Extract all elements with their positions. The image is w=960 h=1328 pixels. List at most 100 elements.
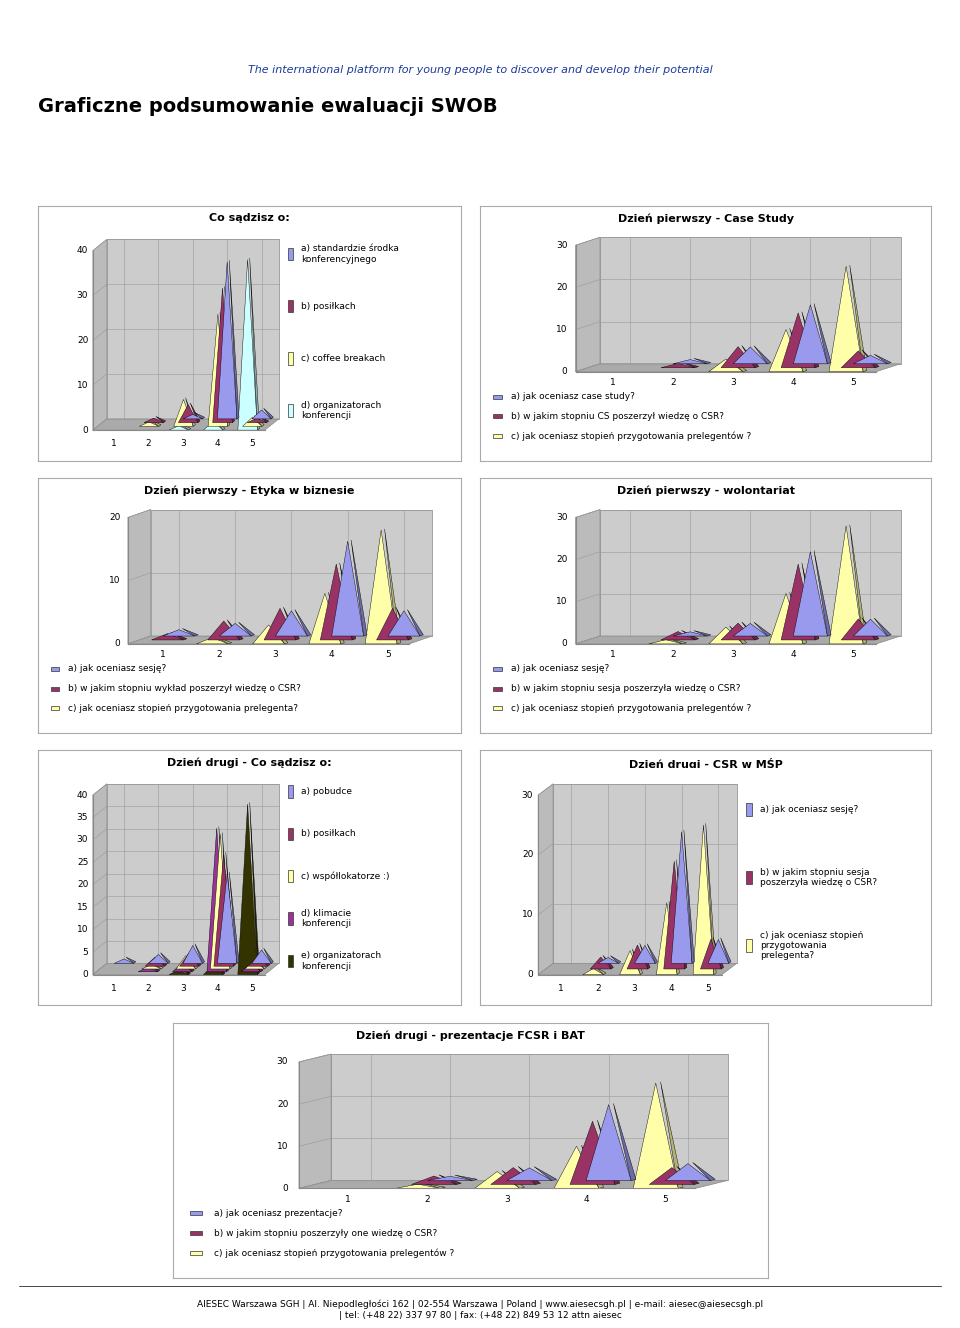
Bar — [493, 687, 502, 691]
Polygon shape — [169, 426, 188, 430]
Text: 1: 1 — [611, 651, 616, 659]
Polygon shape — [388, 611, 420, 636]
Polygon shape — [576, 238, 600, 372]
Text: 30: 30 — [556, 513, 567, 522]
Text: Dzień pierwszy - wolontariat: Dzień pierwszy - wolontariat — [616, 486, 795, 497]
Polygon shape — [673, 632, 708, 636]
Polygon shape — [611, 956, 621, 963]
Text: a) pobudce: a) pobudce — [300, 788, 352, 795]
Text: 30: 30 — [521, 790, 533, 799]
Text: 2: 2 — [595, 984, 601, 992]
Text: a) jak oceniasz case study?: a) jak oceniasz case study? — [511, 392, 635, 401]
Polygon shape — [238, 803, 257, 975]
Polygon shape — [139, 422, 158, 426]
Text: Graficzne podsumowanie ewaluacji SWOB: Graficzne podsumowanie ewaluacji SWOB — [38, 97, 498, 116]
Polygon shape — [862, 349, 879, 368]
Polygon shape — [694, 631, 710, 636]
Polygon shape — [252, 625, 284, 644]
Text: 40: 40 — [77, 246, 88, 255]
Polygon shape — [613, 1104, 636, 1181]
Polygon shape — [660, 632, 695, 640]
Text: e) organizatorach
konferencji: e) organizatorach konferencji — [300, 951, 381, 971]
Polygon shape — [182, 628, 199, 636]
Polygon shape — [215, 964, 225, 975]
Text: Dzień pierwszy - Case Study: Dzień pierwszy - Case Study — [617, 214, 794, 224]
Text: 35: 35 — [77, 813, 88, 822]
Polygon shape — [619, 951, 640, 975]
Polygon shape — [701, 939, 721, 969]
Text: 0: 0 — [83, 969, 88, 979]
Polygon shape — [243, 417, 262, 426]
Polygon shape — [730, 625, 747, 644]
Polygon shape — [249, 957, 268, 967]
Text: 5: 5 — [851, 378, 856, 386]
Bar — [288, 352, 293, 365]
Polygon shape — [107, 239, 278, 418]
Polygon shape — [260, 956, 270, 967]
Polygon shape — [321, 564, 352, 640]
Polygon shape — [188, 954, 198, 969]
Text: 20: 20 — [77, 880, 88, 890]
Polygon shape — [730, 357, 747, 372]
Polygon shape — [250, 802, 259, 975]
Polygon shape — [299, 1181, 728, 1189]
Text: 3: 3 — [731, 378, 736, 386]
Text: 20: 20 — [276, 1100, 288, 1109]
Polygon shape — [154, 963, 163, 969]
Text: 20: 20 — [522, 850, 533, 859]
Polygon shape — [853, 619, 888, 636]
Text: 5: 5 — [249, 984, 254, 992]
Polygon shape — [781, 313, 815, 368]
Polygon shape — [754, 345, 771, 364]
Polygon shape — [603, 955, 613, 969]
Polygon shape — [587, 1105, 631, 1181]
Text: b) w jakim stopniu wykład poszerzył wiedzę o CSR?: b) w jakim stopniu wykład poszerzył wied… — [67, 684, 300, 693]
Text: a) jak oceniasz sesję?: a) jak oceniasz sesję? — [511, 664, 610, 673]
Polygon shape — [259, 417, 269, 422]
Polygon shape — [190, 402, 200, 422]
Polygon shape — [793, 304, 828, 364]
Text: 20: 20 — [77, 336, 88, 345]
Polygon shape — [176, 956, 196, 969]
Polygon shape — [733, 623, 767, 636]
Polygon shape — [225, 287, 234, 422]
Bar — [288, 827, 293, 841]
Polygon shape — [790, 328, 806, 372]
Polygon shape — [649, 1167, 694, 1185]
Text: 15: 15 — [77, 903, 88, 912]
Polygon shape — [427, 1177, 472, 1181]
Polygon shape — [713, 938, 724, 969]
Polygon shape — [340, 563, 355, 640]
Polygon shape — [708, 939, 729, 963]
Text: b) w jakim stopniu CS poszerzył wiedzę o CSR?: b) w jakim stopniu CS poszerzył wiedzę o… — [511, 412, 724, 421]
Polygon shape — [229, 260, 239, 418]
Text: Co sądzisz o:: Co sądzisz o: — [209, 214, 290, 223]
Text: 30: 30 — [77, 835, 88, 845]
Polygon shape — [220, 312, 229, 426]
Polygon shape — [682, 631, 699, 640]
Text: 1: 1 — [346, 1195, 351, 1203]
Polygon shape — [853, 356, 888, 364]
Bar — [493, 434, 502, 438]
Polygon shape — [150, 965, 159, 972]
Text: AIESEC: AIESEC — [843, 15, 931, 35]
Polygon shape — [850, 266, 867, 372]
Text: Dzień drugi - CSR w MŚP: Dzień drugi - CSR w MŚP — [629, 758, 782, 770]
Text: 4: 4 — [329, 651, 334, 659]
Polygon shape — [264, 948, 274, 963]
Polygon shape — [635, 946, 656, 963]
Bar — [288, 955, 293, 967]
Bar — [746, 939, 752, 952]
Bar — [746, 871, 752, 883]
Polygon shape — [239, 623, 254, 636]
Text: 5: 5 — [385, 651, 391, 659]
Polygon shape — [216, 636, 231, 644]
Polygon shape — [295, 610, 311, 636]
Text: c) coffee breakach: c) coffee breakach — [300, 353, 385, 363]
Polygon shape — [647, 944, 658, 963]
Polygon shape — [328, 592, 345, 644]
Text: d) organizatorach
konferencji: d) organizatorach konferencji — [300, 401, 381, 420]
Text: 2: 2 — [216, 651, 222, 659]
Text: a) standardzie środka
konferencyjnego: a) standardzie środka konferencyjnego — [300, 244, 398, 264]
Polygon shape — [152, 633, 183, 640]
